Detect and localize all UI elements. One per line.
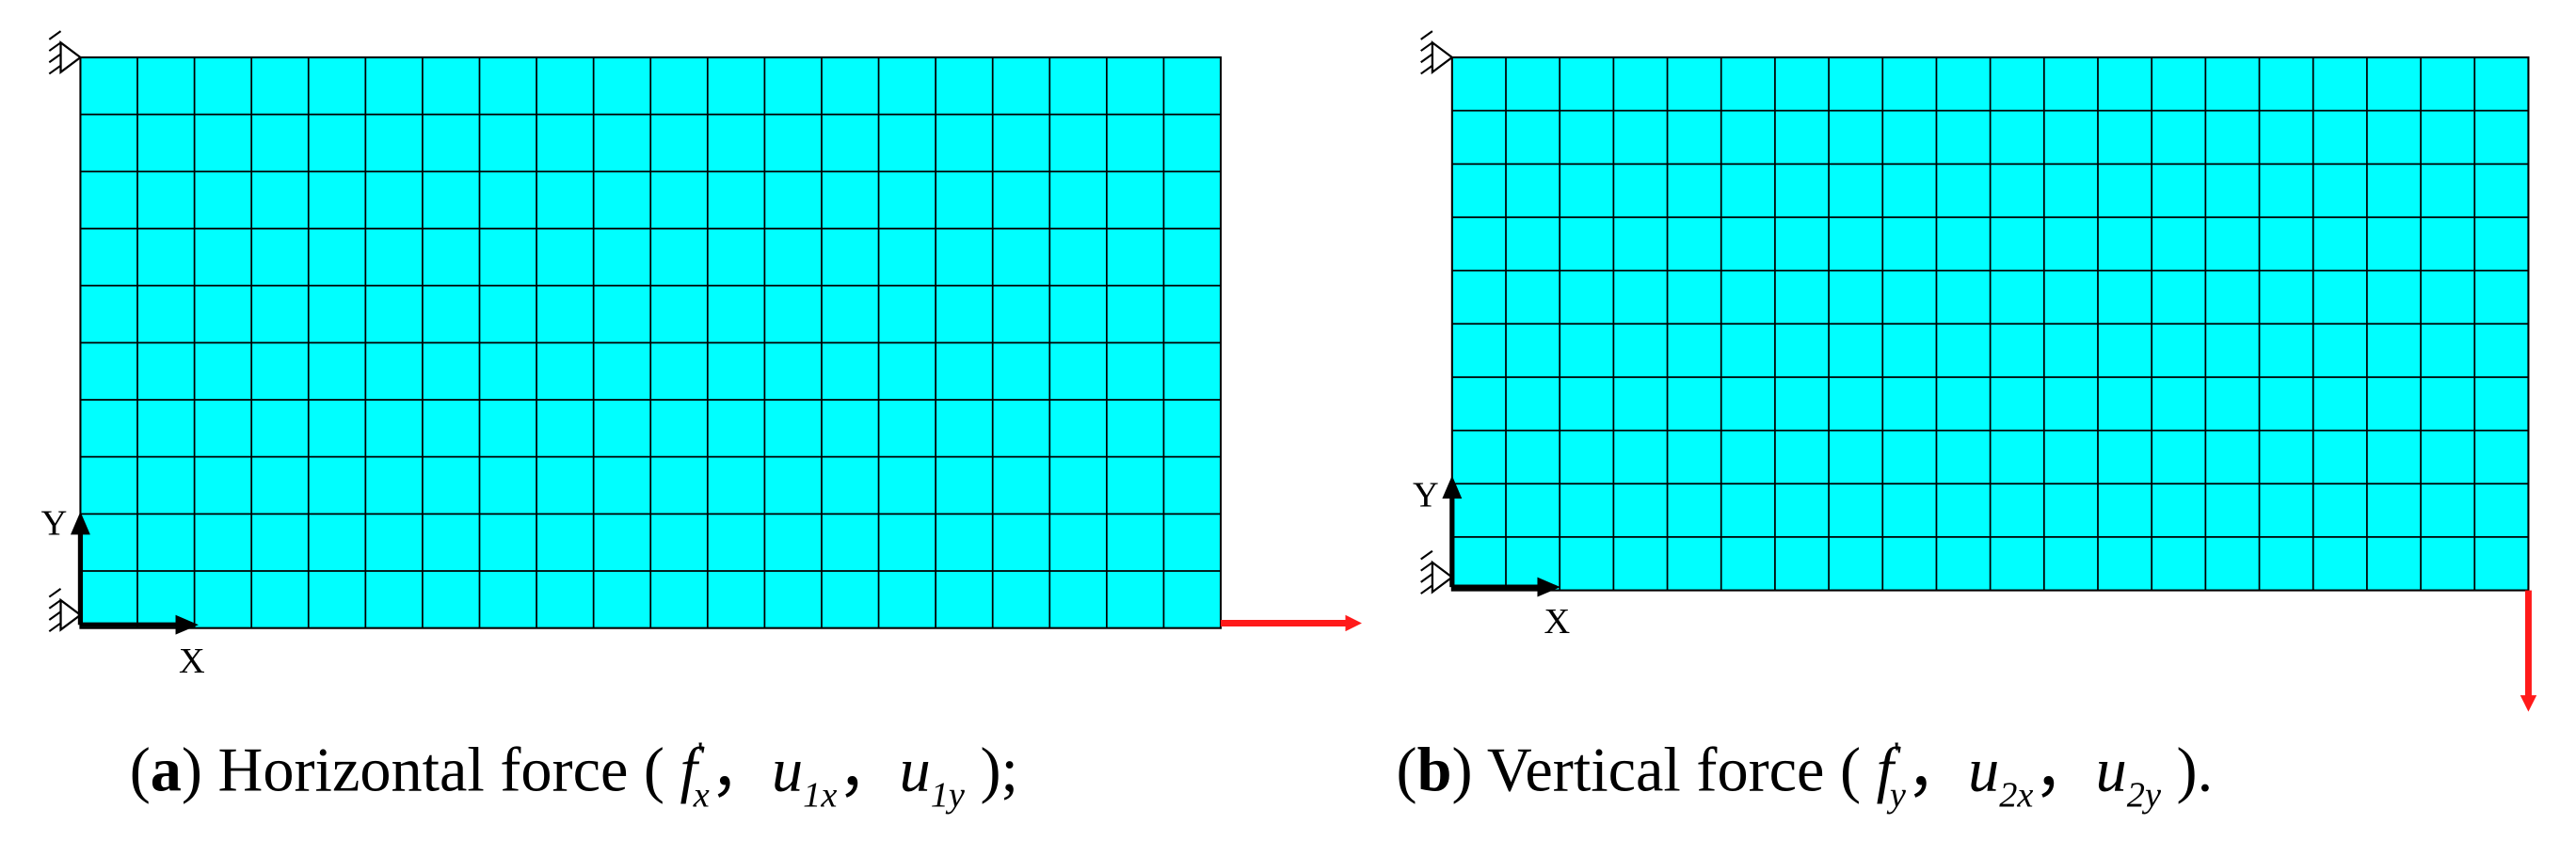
symbol-sub: 1x [803,776,837,816]
caption-suffix: ) [1451,736,1472,804]
symbol-after: ， [1906,736,1968,804]
support [59,597,83,632]
symbol-after: ). [2161,736,2213,804]
support-hatch [48,41,62,52]
caption: (a) Horizontal force ( f' x，u1x，u1y ); [130,735,1018,815]
caption-prefix: ( [130,736,151,804]
symbol-base: u [1968,736,1999,804]
symbol-sup: ' [1894,735,1899,771]
symbol-sub: x [693,776,710,816]
axis-label: Y [1413,476,1439,515]
axis-label: X [179,642,205,681]
caption-text: Horizontal force ( [202,736,680,804]
support-hatch [1420,41,1433,52]
caption-suffix: ) [182,736,202,804]
symbol-after: ， [837,736,899,804]
support-hatch [48,53,62,64]
support-hatch [1420,549,1433,561]
axis-head [175,614,199,635]
symbol-sub: 1y [931,776,966,816]
support-hatch [1420,562,1433,572]
support [59,40,83,74]
support-hatch [1420,53,1433,64]
symbol-sub: y [1886,776,1907,816]
axis-head [70,511,90,535]
caption-tag: a [151,736,182,804]
axis-head [1537,577,1560,597]
symbol-base: u [900,736,931,804]
symbol-sup: ' [697,735,703,771]
support [1431,40,1454,74]
symbol-sub: 2x [1999,776,2033,816]
support-hatch [48,610,62,621]
support [1431,560,1454,594]
support-hatch [48,599,62,610]
support-hatch [1420,64,1433,75]
symbol-after: ， [710,736,772,804]
support-hatch [1420,30,1433,40]
axis-label: X [1544,602,1570,642]
support-hatch [1420,584,1433,594]
axis-label: Y [41,503,68,543]
axis-head [1442,475,1463,499]
caption-text: Vertical force ( [1473,736,1877,804]
support-hatch [1420,573,1433,583]
symbol-after: ， [2033,736,2095,804]
symbol-after: ); [965,736,1018,804]
support-hatch [48,30,62,40]
support-hatch [48,64,62,75]
support-hatch [48,587,62,598]
symbol-base: u [2096,736,2127,804]
symbol-base: u [772,736,803,804]
symbol-sub: 2y [2127,776,2162,816]
caption: (b) Vertical force ( f' y，u2x，u2y ). [1397,735,2214,815]
caption-tag: b [1417,736,1452,804]
support-hatch [48,622,62,633]
caption-prefix: ( [1397,736,1417,804]
